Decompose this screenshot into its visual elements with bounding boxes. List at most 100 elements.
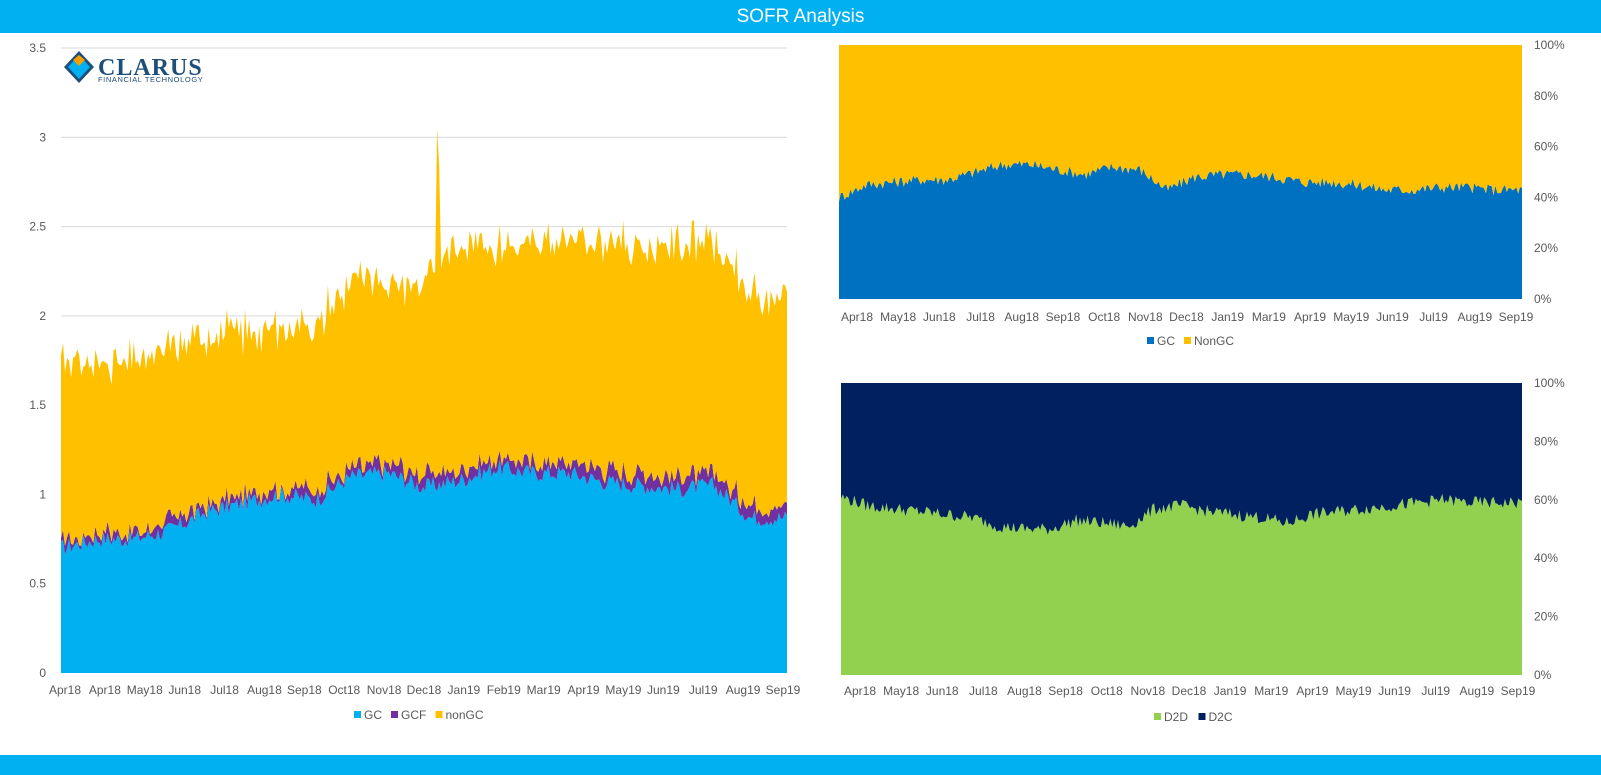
x-tick-label: Sep18 [287, 683, 322, 697]
volume-chart-areas [61, 128, 787, 673]
y-tick-label: 40% [1534, 551, 1558, 565]
x-tick-label: Jun19 [647, 683, 680, 697]
d2d-share-chart-areas [841, 383, 1522, 675]
series-area-gc [61, 459, 787, 673]
legend-swatch-gc [1147, 337, 1154, 344]
x-tick-label: Apr19 [1294, 310, 1326, 324]
x-tick-label: Aug19 [726, 683, 761, 697]
x-tick-label: Oct18 [1088, 310, 1120, 324]
y-tick-label: 0.5 [29, 577, 46, 591]
x-tick-label: Apr18 [49, 683, 81, 697]
y-tick-label: 80% [1534, 89, 1558, 103]
d2d-share-chart-y-axis: 0% 20% 40% 60% 80% 100% [1534, 376, 1565, 682]
x-tick-label: Apr19 [1296, 684, 1328, 698]
x-tick-label: Aug19 [1457, 310, 1492, 324]
y-tick-label: 3 [39, 130, 46, 144]
legend-swatch-gcf [391, 711, 398, 718]
x-tick-label: Dec18 [1169, 310, 1204, 324]
x-tick-label: Jan19 [1211, 310, 1244, 324]
volume-chart-x-axis: Apr18 Apr18 May18 Jun18 Jul18 Aug18 Sep18 Oct18… [49, 683, 801, 697]
legend-swatch-d2d [1154, 713, 1161, 720]
clarus-diamond-icon [64, 51, 94, 83]
x-tick-label: Apr18 [841, 310, 873, 324]
gc-share-chart-areas [839, 45, 1522, 299]
x-tick-label: May19 [605, 683, 641, 697]
y-tick-label: 1.5 [29, 398, 46, 412]
x-tick-label: Aug19 [1460, 684, 1495, 698]
legend-label-gc: GC [1157, 334, 1175, 348]
logo-tagline: FINANCIAL TECHNOLOGY [98, 75, 203, 84]
x-tick-label: Aug18 [247, 683, 282, 697]
x-tick-label: May18 [883, 684, 919, 698]
series-area-nongc [839, 45, 1522, 202]
logo-wordmark: CLARUS [98, 55, 203, 81]
x-tick-label: Nov18 [367, 683, 402, 697]
d2d-share-chart-x-axis: Apr18 May18 Jun18 Jul18 Aug18 Sep18 Oct18 Nov18… [844, 684, 1536, 698]
legend-label-d2c: D2C [1209, 710, 1233, 724]
x-tick-label: Oct18 [1091, 684, 1123, 698]
x-tick-label: Jun18 [926, 684, 959, 698]
x-tick-label: Apr19 [568, 683, 600, 697]
y-tick-label: 2.5 [29, 220, 46, 234]
y-tick-label: 60% [1534, 493, 1558, 507]
x-tick-label: Nov18 [1128, 310, 1163, 324]
d2d-share-chart: 0% 20% 40% 60% 80% 100% Apr18 May18 Jun18 Jul18 A… [841, 376, 1565, 724]
gc-share-chart: 0%20%40%60%80%100% Apr18 May18 Jun18 Jul18 A… [839, 38, 1565, 348]
x-tick-label: Apr18 [844, 684, 876, 698]
d2d-share-chart-legend: D2D D2C [1154, 710, 1233, 724]
x-tick-label: Oct18 [328, 683, 360, 697]
clarus-logo: CLARUS FINANCIAL TECHNOLOGY [64, 51, 203, 84]
x-tick-label: Mar19 [1254, 684, 1288, 698]
footer-banner [0, 755, 1601, 775]
x-tick-label: Aug18 [1004, 310, 1039, 324]
series-area-d2c [841, 383, 1522, 535]
volume-chart-legend: GC GCF nonGC [354, 708, 484, 722]
legend-label-nongc: NonGC [1194, 334, 1234, 348]
gc-share-chart-x-axis: Apr18 May18 Jun18 Jul18 Aug18 Sep18 Oct18 Nov18… [841, 310, 1534, 324]
y-tick-label: 0 [39, 666, 46, 680]
volume-chart: 0 0.5 1 1.5 2 2.5 3 3.5 Apr18 Apr18 May18 Jun18 Jul… [29, 41, 800, 722]
series-area-d2d [841, 493, 1522, 675]
header-banner: SOFR Analysis [0, 0, 1601, 33]
legend-swatch-nongc [1184, 337, 1191, 344]
x-tick-label: Jul19 [1419, 310, 1448, 324]
x-tick-label: May19 [1335, 684, 1371, 698]
x-tick-label: Jul18 [969, 684, 998, 698]
legend-swatch-nongc [435, 711, 443, 718]
x-tick-label: Jan19 [1214, 684, 1247, 698]
x-tick-label: May19 [1333, 310, 1369, 324]
y-tick-label: 60% [1534, 140, 1558, 154]
y-tick-label: 0% [1534, 668, 1552, 682]
legend-label-gcf: GCF [401, 708, 426, 722]
legend-swatch-gc [354, 711, 361, 718]
x-tick-label: Jul18 [210, 683, 239, 697]
y-tick-label: 80% [1534, 434, 1558, 448]
series-area-gc [839, 160, 1522, 299]
legend-label-gc: GC [364, 708, 382, 722]
x-tick-label: Sep19 [1501, 684, 1536, 698]
x-tick-label: Nov18 [1131, 684, 1166, 698]
volume-chart-y-axis: 0 0.5 1 1.5 2 2.5 3 3.5 [29, 41, 46, 680]
x-tick-label: Mar19 [1252, 310, 1286, 324]
x-tick-label: Dec18 [407, 683, 442, 697]
legend-label-d2d: D2D [1164, 710, 1188, 724]
series-area-nongc [61, 128, 787, 546]
x-tick-label: Jun19 [1376, 310, 1409, 324]
y-tick-label: 20% [1534, 241, 1558, 255]
x-tick-label: Feb19 [487, 683, 521, 697]
x-tick-label: May18 [127, 683, 163, 697]
y-tick-label: 20% [1534, 610, 1558, 624]
x-tick-label: Sep19 [766, 683, 801, 697]
x-tick-label: May18 [880, 310, 916, 324]
y-tick-label: 100% [1534, 376, 1565, 390]
x-tick-label: Jul19 [689, 683, 718, 697]
x-tick-label: Jun18 [168, 683, 201, 697]
y-tick-label: 2 [39, 309, 46, 323]
y-tick-label: 1 [39, 487, 46, 501]
gc-share-chart-legend: GC NonGC [1147, 334, 1234, 348]
y-tick-label: 3.5 [29, 41, 46, 55]
page-title: SOFR Analysis [736, 6, 865, 27]
x-tick-label: Sep18 [1046, 310, 1081, 324]
x-tick-label: Apr18 [89, 683, 121, 697]
